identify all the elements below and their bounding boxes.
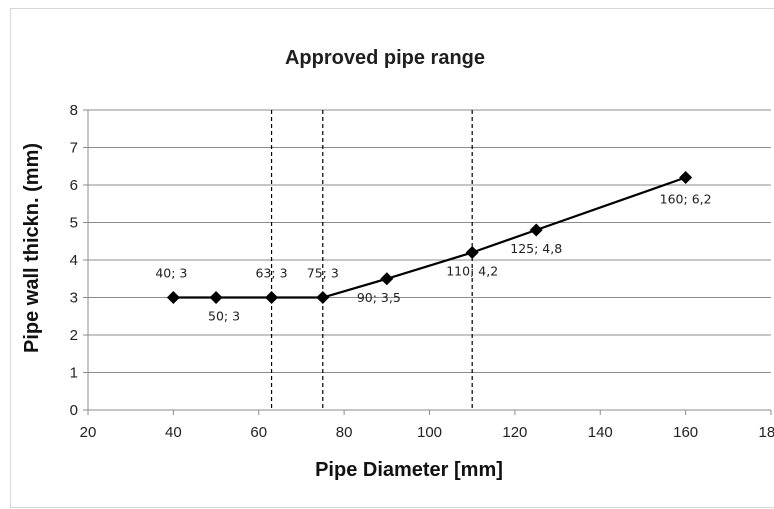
series-layer	[166, 171, 693, 304]
grid-layer	[88, 109, 771, 373]
data-point-label: 50; 3	[208, 309, 240, 324]
x-tick-label: 20	[80, 424, 97, 441]
y-tick-label: 7	[70, 140, 78, 157]
data-point-label: 110; 4,2	[446, 264, 498, 279]
data-point-label: 40; 3	[155, 266, 187, 281]
data-point-marker	[166, 291, 180, 304]
x-axis-title: Pipe Diameter [mm]	[315, 459, 503, 481]
data-point-label: 75; 3	[307, 266, 339, 281]
y-tick-label: 1	[70, 365, 78, 382]
reference-lines	[270, 110, 473, 410]
chart-title: Approved pipe range	[285, 47, 485, 69]
y-tick-label: 4	[70, 252, 78, 269]
chart-frame: Approved pipe range 0 1 2 3 4 5 6 7 8 20 40 60 80 100…	[10, 8, 774, 508]
x-tick-label: 60	[250, 424, 267, 441]
data-point-label: 160; 6,2	[660, 192, 712, 207]
axes: 0 1 2 3 4 5 6 7 8 20 40 60 80 100 120 140 160 180	[70, 102, 774, 441]
data-point-marker	[679, 171, 693, 184]
y-axis-title: Pipe wall thickn. (mm)	[21, 143, 43, 353]
line-chart: Approved pipe range 0 1 2 3 4 5 6 7 8 20 40 60 80 100…	[21, 47, 774, 481]
data-point-marker	[380, 272, 394, 286]
y-tick-label: 2	[70, 327, 78, 344]
y-tick-label: 5	[70, 215, 78, 232]
data-point-marker	[265, 291, 279, 304]
y-tick-label: 8	[70, 102, 78, 119]
series-line	[173, 176, 686, 299]
x-tick-label: 180	[758, 424, 774, 441]
data-point-label: 63; 3	[256, 266, 288, 281]
x-tick-label: 40	[165, 424, 182, 441]
x-tick-label: 80	[336, 424, 353, 441]
data-point-label: 125; 4,8	[510, 241, 562, 256]
x-tick-label: 160	[673, 424, 698, 441]
y-tick-label: 0	[70, 402, 78, 419]
x-tick-label: 100	[417, 424, 442, 441]
x-tick-label: 120	[502, 424, 527, 441]
y-tick-label: 6	[70, 177, 78, 194]
data-point-marker	[316, 291, 330, 304]
data-point-marker	[465, 246, 479, 259]
data-point-marker	[209, 291, 223, 304]
y-tick-label: 3	[70, 290, 78, 307]
data-point-marker	[529, 223, 543, 237]
x-tick-label: 140	[588, 424, 613, 441]
data-labels: 40; 3 50; 3 63; 3 75; 3 90; 3,5 110; 4,2 125; …	[155, 192, 711, 324]
data-point-label: 90; 3,5	[357, 290, 401, 305]
